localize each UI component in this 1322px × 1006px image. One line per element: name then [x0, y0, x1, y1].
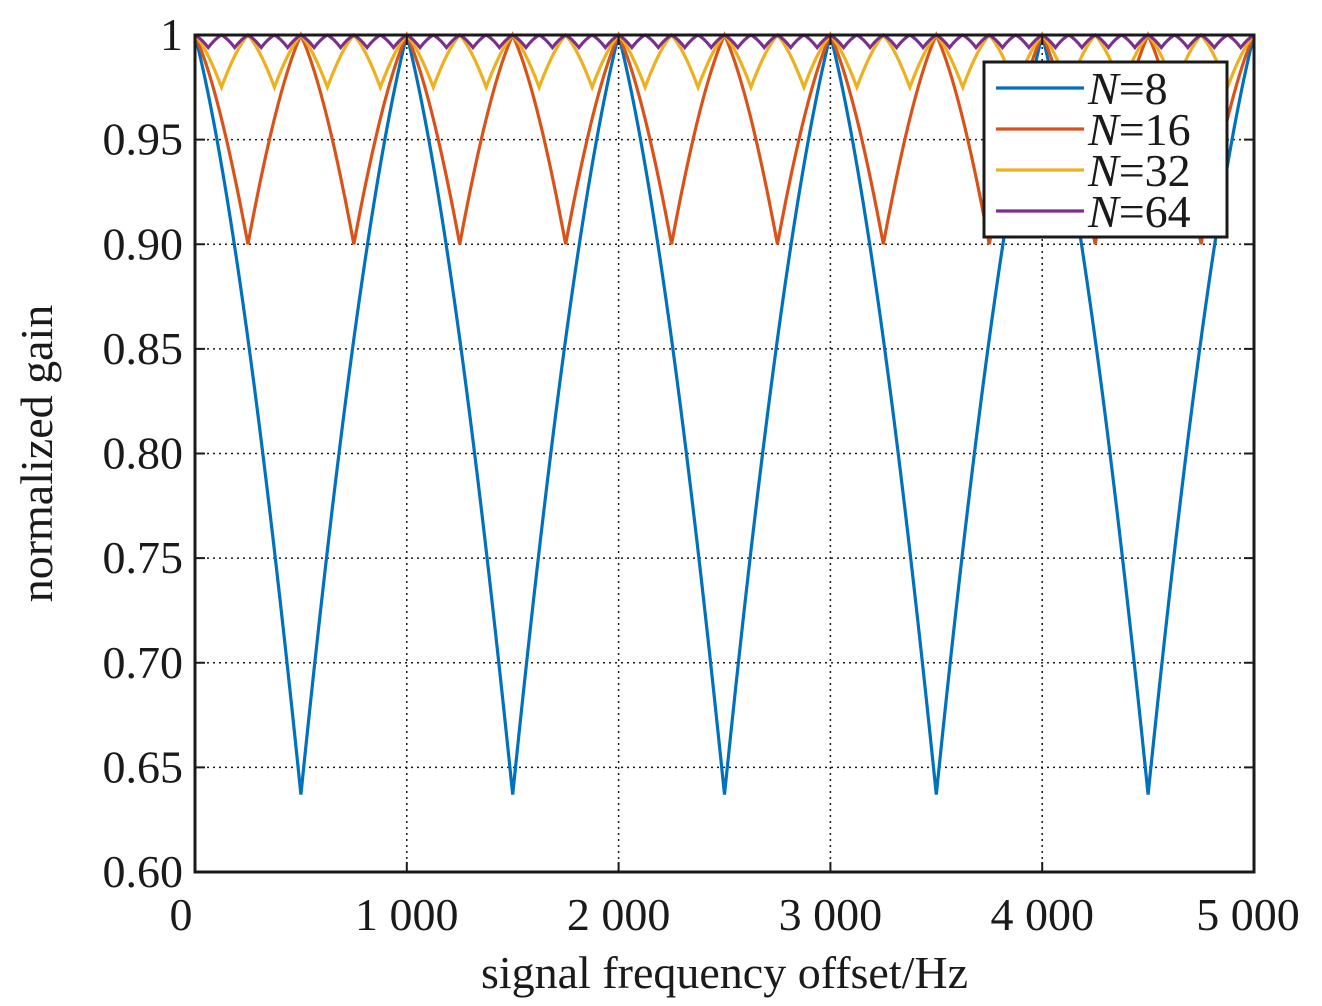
legend-label: N=8 — [1087, 63, 1168, 114]
ticks — [194, 34, 1255, 873]
legend-label-value: =16 — [1119, 104, 1191, 155]
legend-label-value: =8 — [1119, 63, 1168, 114]
x-tick-label: 3 000 — [779, 889, 883, 940]
y-tick-label: 0.75 — [103, 532, 184, 583]
legend-box — [982, 60, 1229, 239]
legend-label-var: N — [1087, 104, 1121, 155]
legend-label-var: N — [1087, 186, 1121, 237]
y-tick-label: 0.95 — [103, 114, 184, 165]
legend-label: N=64 — [1087, 186, 1191, 237]
y-tick-label: 1 — [160, 9, 183, 60]
legend-label: N=16 — [1087, 104, 1191, 155]
x-tick-label: 5 000 — [1196, 889, 1300, 940]
legend-label: N=32 — [1087, 145, 1191, 196]
legend-label-value: =64 — [1119, 186, 1191, 237]
y-tick-label: 0.85 — [103, 323, 184, 374]
y-tick-label: 0.60 — [103, 846, 184, 897]
y-tick-label: 0.90 — [103, 218, 184, 269]
legend-label-value: =32 — [1119, 145, 1191, 196]
x-tick-label: 4 000 — [990, 889, 1094, 940]
legend: N=8N=16N=32N=64 — [982, 60, 1229, 239]
x-tick-label: 2 000 — [567, 889, 671, 940]
legend-label-var: N — [1087, 63, 1121, 114]
legend-label-var: N — [1087, 145, 1121, 196]
x-tick-label: 1 000 — [355, 889, 459, 940]
x-tick-labels: 0 1 000 2 000 3 000 4 000 5 000 — [170, 889, 1300, 940]
x-axis-label: signal frequency offset/Hz — [481, 947, 968, 998]
y-tick-label: 0.80 — [103, 428, 184, 479]
x-tick-label: 0 — [170, 889, 193, 940]
y-axis-label: normalized gain — [11, 305, 62, 603]
y-tick-label: 0.65 — [103, 741, 184, 792]
y-tick-label: 0.70 — [103, 637, 184, 688]
y-tick-labels: 0.60 0.65 0.70 0.75 0.80 0.85 0.90 0.95 1 — [103, 9, 184, 897]
